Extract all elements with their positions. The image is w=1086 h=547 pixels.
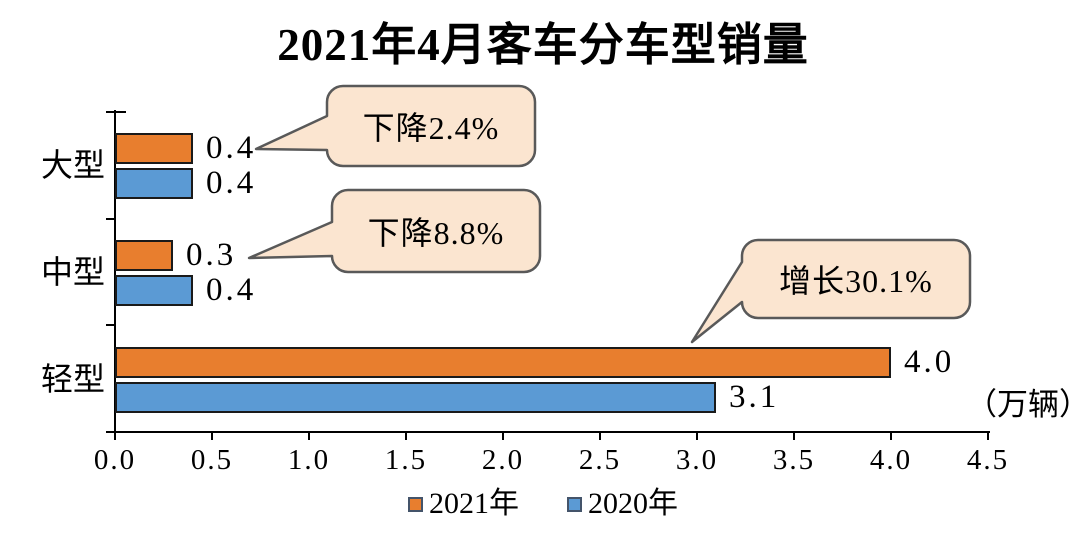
x-tick-label: 1.5 xyxy=(384,444,428,476)
x-axis-tick xyxy=(211,433,213,440)
legend-item-2020: 2020年 xyxy=(567,487,678,521)
x-tick-label: 0.0 xyxy=(93,444,137,476)
bar-2020-light xyxy=(115,382,716,413)
callout-text-light: 增长30.1% xyxy=(779,263,933,299)
callout-text-medium: 下降8.8% xyxy=(367,215,505,251)
category-label-large: 大型 xyxy=(40,147,105,184)
value-label-2021-large: 0.4 xyxy=(206,130,257,166)
x-axis-tick xyxy=(696,433,698,440)
y-axis-tick xyxy=(106,111,114,113)
category-label-light: 轻型 xyxy=(40,360,105,397)
x-tick-label: 2.0 xyxy=(481,444,525,476)
x-tick-label: 3.0 xyxy=(675,444,719,476)
bar-2020-medium xyxy=(115,275,193,306)
x-axis-tick xyxy=(308,433,310,440)
y-axis-tick xyxy=(106,431,114,433)
value-label-2020-medium: 0.4 xyxy=(206,272,257,308)
bar-2021-medium xyxy=(115,240,173,271)
chart-title: 2021年4月客车分车型销量 xyxy=(277,20,809,70)
x-axis-tick xyxy=(793,433,795,440)
legend-swatch-2020-icon xyxy=(567,496,582,512)
x-axis-tick xyxy=(599,433,601,440)
x-tick-label: 1.0 xyxy=(287,444,331,476)
legend-swatch-2021-icon xyxy=(408,496,423,512)
bar-2021-light xyxy=(115,347,891,378)
legend-label-2020: 2020年 xyxy=(588,487,678,520)
x-axis-tick xyxy=(502,433,504,440)
x-axis-tick xyxy=(114,433,116,440)
x-tick-label: 0.5 xyxy=(190,444,234,476)
y-axis-line xyxy=(114,110,116,434)
bar-2020-large xyxy=(115,168,193,199)
x-tick-label: 3.5 xyxy=(772,444,816,476)
x-tick-label: 4.0 xyxy=(869,444,913,476)
x-axis-line xyxy=(113,431,990,433)
y-axis-tick xyxy=(106,324,114,327)
bar-2021-large xyxy=(115,133,193,164)
value-label-2020-light: 3.1 xyxy=(729,379,780,415)
y-axis-top-tick xyxy=(116,111,126,113)
axis-unit-label: （万辆） xyxy=(966,387,1086,422)
callout-text-large: 下降2.4% xyxy=(362,110,500,146)
x-axis-tick xyxy=(890,433,892,440)
x-axis-tick xyxy=(987,433,989,440)
value-label-2021-light: 4.0 xyxy=(904,344,955,380)
legend-label-2021: 2021年 xyxy=(429,487,519,520)
value-label-2020-large: 0.4 xyxy=(206,165,257,201)
x-tick-label: 2.5 xyxy=(578,444,622,476)
y-axis-tick xyxy=(106,217,114,220)
value-label-2021-medium: 0.3 xyxy=(186,237,237,273)
x-tick-label: 4.5 xyxy=(966,444,1010,476)
legend-item-2021: 2021年 xyxy=(408,487,519,521)
category-label-medium: 中型 xyxy=(40,254,105,290)
x-axis-tick xyxy=(405,433,407,440)
legend: 2021年 2020年 xyxy=(0,487,1086,521)
